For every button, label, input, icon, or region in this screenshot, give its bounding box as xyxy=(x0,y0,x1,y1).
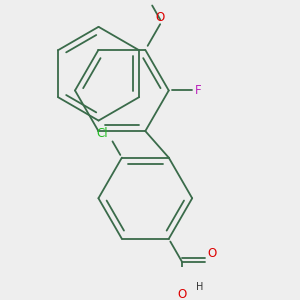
Text: O: O xyxy=(155,11,165,24)
Text: O: O xyxy=(177,288,187,300)
Text: H: H xyxy=(196,282,203,292)
Text: O: O xyxy=(207,247,216,260)
Text: F: F xyxy=(195,84,202,97)
Text: Cl: Cl xyxy=(96,127,108,140)
